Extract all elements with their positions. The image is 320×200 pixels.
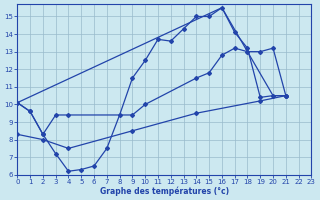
X-axis label: Graphe des températures (°c): Graphe des températures (°c) [100,186,229,196]
